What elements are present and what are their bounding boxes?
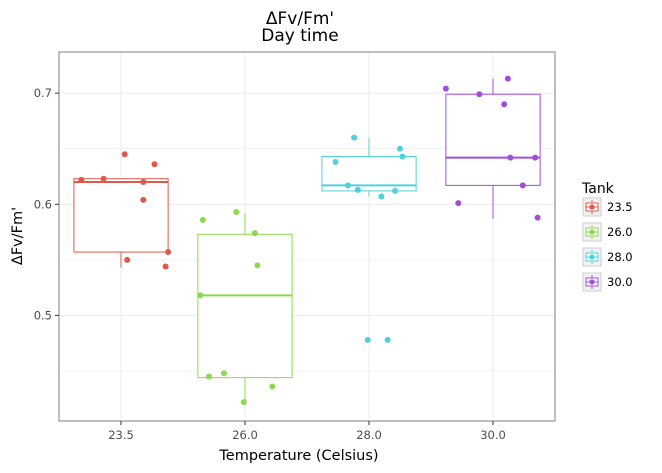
data-point: [392, 187, 399, 194]
data-point: [504, 75, 511, 82]
data-point: [240, 399, 247, 406]
data-point: [344, 182, 351, 189]
data-point: [532, 154, 539, 161]
y-tick-label: 0.5: [34, 308, 52, 322]
data-point: [269, 383, 276, 390]
legend-label: 23.5: [607, 200, 633, 214]
legend-label: 28.0: [607, 250, 633, 264]
chart-title: ΔFv/Fm': [266, 9, 334, 29]
data-point: [140, 196, 147, 203]
x-tick-label: 26.0: [232, 428, 258, 442]
box-iqr: [73, 178, 169, 253]
chart-subtitle: Day time: [261, 26, 338, 46]
data-point: [251, 230, 258, 237]
box-23.5: [73, 178, 169, 268]
legend: Tank 23.5 26.0 28.0 30.0: [581, 181, 633, 292]
data-point: [197, 292, 204, 299]
y-tick-label: 0.7: [34, 86, 52, 100]
data-point: [378, 193, 385, 200]
points: [78, 75, 541, 406]
data-point: [162, 263, 169, 270]
data-point: [519, 182, 526, 189]
x-axis: 23.5 26.0 28.0 30.0: [108, 421, 506, 442]
legend-key-26.0: [582, 222, 602, 242]
legend-key-23.5: [582, 197, 602, 217]
box-iqr: [445, 93, 541, 186]
y-axis-label: ΔFv/Fm': [10, 207, 26, 265]
data-point: [351, 134, 358, 141]
legend-title: Tank: [581, 181, 615, 197]
x-axis-label: Temperature (Celsius): [218, 448, 378, 464]
legend-key-point: [589, 279, 595, 285]
data-point: [140, 179, 147, 186]
data-point: [78, 176, 85, 183]
data-point: [100, 175, 107, 182]
box-iqr: [197, 233, 293, 379]
data-point: [332, 159, 339, 166]
legend-label: 30.0: [607, 275, 633, 289]
data-point: [534, 214, 541, 221]
legend-key-point: [589, 204, 595, 210]
x-tick-label: 28.0: [356, 428, 382, 442]
data-point: [476, 91, 483, 98]
box-26.0: [197, 213, 293, 404]
data-point: [397, 145, 403, 152]
data-point: [501, 101, 508, 108]
data-point: [455, 200, 462, 207]
data-point: [206, 373, 213, 380]
legend-label: 26.0: [607, 225, 633, 239]
legend-key-point: [589, 229, 595, 235]
data-point: [254, 262, 261, 269]
x-tick-label: 30.0: [480, 428, 506, 442]
data-point: [124, 256, 131, 263]
data-point: [442, 85, 449, 92]
legend-key-30.0: [582, 272, 602, 292]
data-point: [384, 336, 391, 343]
data-point: [233, 209, 240, 216]
data-point: [220, 370, 227, 377]
data-point: [507, 154, 514, 161]
box-30.0: [445, 78, 541, 219]
plot-panel-border: [58, 51, 556, 422]
data-point: [199, 216, 206, 223]
data-point: [354, 186, 361, 193]
data-point: [121, 151, 128, 158]
legend-key-28.0: [582, 247, 602, 267]
data-point: [151, 161, 158, 168]
data-point: [364, 336, 371, 343]
x-tick-label: 23.5: [108, 428, 134, 442]
data-point: [165, 249, 172, 256]
y-tick-label: 0.6: [34, 197, 52, 211]
y-axis: 0.5 0.6 0.7: [34, 86, 59, 322]
data-point: [399, 153, 406, 160]
legend-key-point: [589, 254, 595, 260]
